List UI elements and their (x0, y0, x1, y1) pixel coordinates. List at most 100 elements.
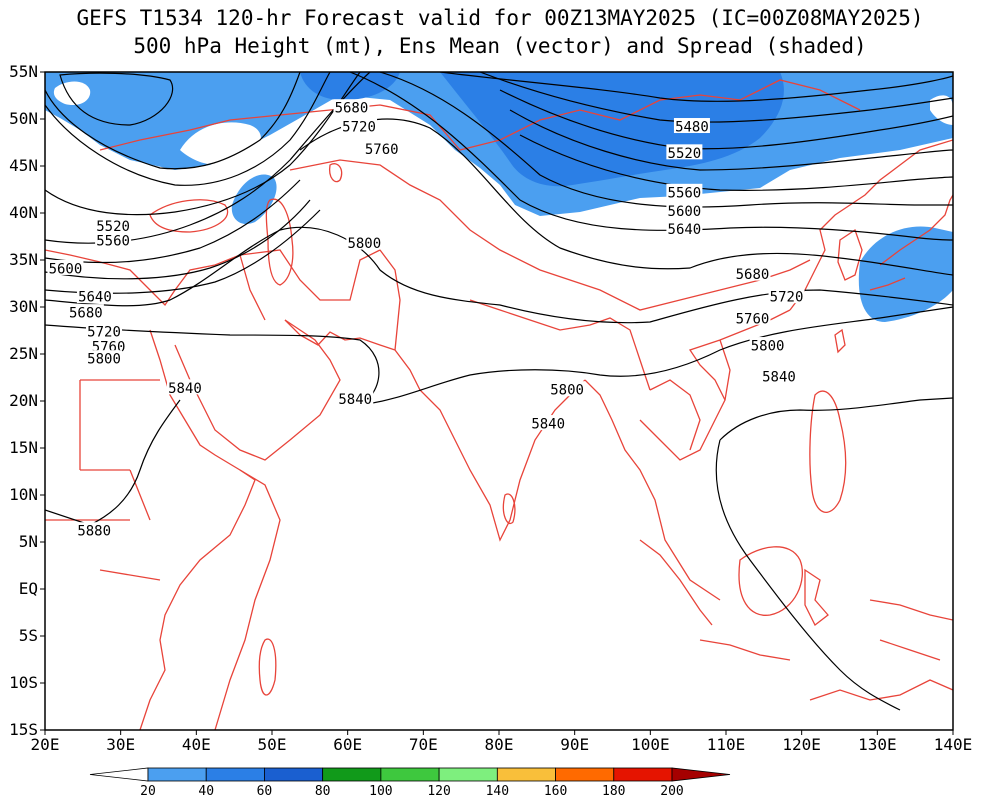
lon-tick-label: 100E (631, 735, 670, 754)
contour-label: 5640 (78, 290, 112, 306)
border-china-mongolia (459, 79, 861, 151)
contour-label-bg (95, 217, 132, 233)
lon-tick-label: 110E (707, 735, 746, 754)
lon-tick-label: 60E (333, 735, 362, 754)
lat-tick-label: 55N (9, 62, 38, 81)
chart-title: GEFS T1534 120-hr Forecast valid for 00Z… (76, 6, 924, 30)
lat-tick-label: 10N (9, 485, 38, 504)
lat-tick-label: 10S (9, 673, 38, 692)
coast-bay-of-bengal (584, 379, 721, 601)
lon-tick-label: 140E (934, 735, 973, 754)
coast-africa-red-sea-west (139, 329, 256, 730)
border-central-asia (289, 159, 721, 311)
contour-5680 (379, 72, 953, 208)
colorbar-segment (322, 767, 382, 782)
borneo (738, 546, 803, 616)
contour-label-bg (76, 288, 113, 304)
contour-5480 (439, 72, 953, 102)
border-himalaya (469, 299, 651, 391)
lat-tick-label: EQ (19, 579, 38, 598)
contour-label-bg (768, 288, 805, 304)
contour-label: 5680 (335, 101, 369, 117)
contour-5880-south (715, 397, 953, 711)
contour-5680-west (45, 179, 301, 264)
border-southeast-asia (649, 339, 731, 451)
contour-label: 5840 (338, 392, 372, 408)
border-africa-1 (45, 379, 161, 581)
lon-tick-label: 120E (782, 735, 821, 754)
contour-label: 5720 (87, 324, 121, 340)
map-borders (45, 79, 953, 730)
contour-label: 5840 (531, 417, 565, 433)
contour-label: 5600 (49, 261, 83, 277)
lat-tick-label: 50N (9, 109, 38, 128)
contour-label-bg (760, 368, 797, 384)
contour-label-bg (530, 415, 567, 431)
colorbar-segment (380, 767, 440, 782)
spread-shading (45, 72, 953, 322)
lat-tick-label: 25N (9, 344, 38, 363)
aral-sea (329, 163, 343, 183)
contour-label: 5840 (762, 370, 796, 386)
coast-africa-east (214, 469, 281, 730)
colorbar-level-label: 80 (315, 784, 331, 799)
contour-label-bg (666, 183, 703, 199)
latitude-axis: 55N 50N 45N 40N 35N 30N 25N 20N 15N 10N 5N EQ 5S 10S 1… (9, 62, 45, 739)
contour-closed-north (59, 72, 174, 126)
coast-indochina (639, 309, 791, 461)
border-china-south (719, 259, 811, 291)
lon-tick-label: 80E (485, 735, 514, 754)
sulawesi (804, 568, 829, 626)
contour-5880 (45, 399, 181, 526)
contour-label: 5800 (550, 383, 584, 399)
contour-label-bg (749, 337, 786, 353)
lon-tick-label: 70E (409, 735, 438, 754)
colorbar-level-label: 180 (602, 784, 625, 799)
contour-5840 (45, 306, 953, 406)
coast-arabia (174, 319, 341, 461)
lon-tick-label: 90E (560, 735, 589, 754)
contour-label: 5560 (668, 185, 702, 201)
contour-5520-east (479, 72, 953, 123)
colorbar-level-label: 100 (369, 784, 392, 799)
contour-label-bg (673, 118, 710, 134)
contour-label: 5880 (77, 524, 111, 540)
contour-5560-east (499, 89, 953, 150)
contour-labels: 5680572057605480552055605600564055205560… (47, 99, 805, 540)
korea (837, 228, 863, 281)
philippines (809, 390, 847, 513)
contour-label: 5760 (736, 311, 770, 327)
colorbar-low-tip (89, 767, 149, 782)
colorbar-segment (555, 767, 615, 782)
colorbar-segment (147, 767, 207, 782)
contour-label: 5640 (668, 222, 702, 238)
contour-label-bg (734, 309, 771, 325)
contour-label: 5800 (347, 236, 381, 252)
contour-5560-west (45, 72, 331, 186)
lon-tick-label: 130E (858, 735, 897, 754)
contour-label: 5720 (770, 290, 804, 306)
contour-label-bg (333, 99, 370, 115)
lon-tick-label: 20E (31, 735, 60, 754)
contour-label-bg (341, 118, 378, 134)
contour-label-bg (363, 140, 400, 156)
coast-china-east (789, 139, 953, 311)
lon-tick-label: 40E (182, 735, 211, 754)
lon-tick-label: 50E (258, 735, 287, 754)
coast-india (394, 349, 586, 542)
spread-region-small (231, 174, 277, 225)
chart-subtitle: 500 hPa Height (mt), Ens Mean (vector) a… (133, 34, 867, 58)
colorbar-level-label: 40 (198, 784, 214, 799)
contour-label-bg (76, 522, 113, 538)
taiwan (834, 328, 846, 354)
colorbar-level-label: 140 (486, 784, 509, 799)
lat-tick-label: 40N (9, 203, 38, 222)
contour-label-bg (734, 265, 771, 281)
contour-label-bg (90, 337, 127, 353)
java (699, 639, 791, 661)
contour-label: 5480 (675, 120, 709, 136)
contour-label: 5520 (668, 146, 702, 162)
colorbar-segment (205, 767, 265, 782)
contour-5720-west (45, 199, 311, 280)
